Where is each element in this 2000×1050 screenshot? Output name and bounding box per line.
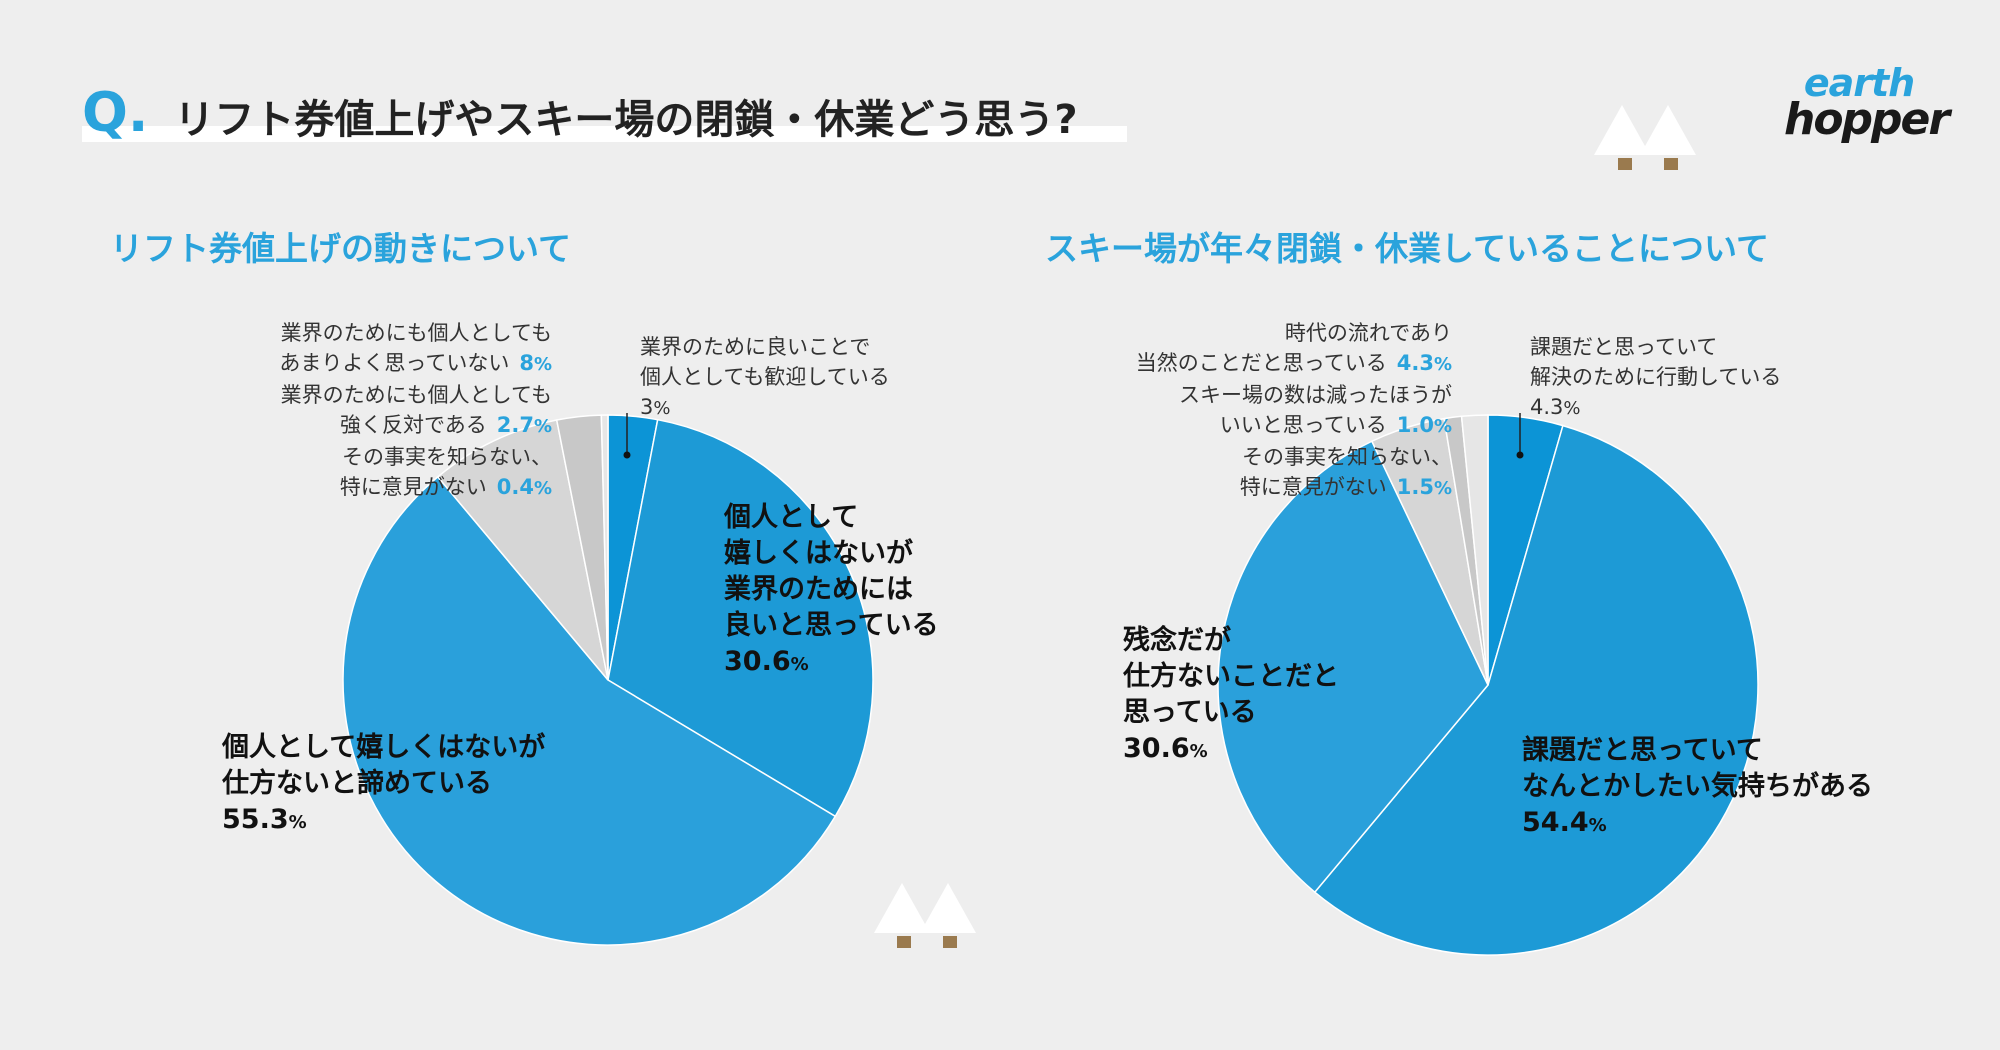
chart1-label-s5: その事実を知らない、 特に意見がない 0.4%	[339, 445, 552, 499]
chart2-label-s5: その事実を知らない、 特に意見がない 1.5%	[1239, 445, 1452, 499]
chart2-slice-2	[1217, 440, 1489, 894]
earth-hopper-logo: earth hopper	[1784, 61, 1950, 146]
chart1-leader-dot	[623, 451, 631, 459]
tree-icon	[874, 883, 976, 948]
chart1-label-s1: 個人として 嬉しくはないが 業界のためには 良いと思っている 30.6%	[724, 502, 939, 677]
q-mark: Q.	[82, 81, 149, 144]
chart2-title: スキー場が年々閉鎖・休業していることについて	[1045, 229, 1770, 268]
chart2-label-s0: 課題だと思っていて 解決のために行動している 4.3%	[1530, 335, 1782, 419]
page-title: リフト券値上げやスキー場の閉鎖・休業どう思う?	[174, 97, 1078, 143]
chart2-label-s2: 残念だが 仕方ないことだと 思っている 30.6%	[1123, 625, 1339, 764]
chart2-label-s1: 課題だと思っていて なんとかしたい気持ちがある 54.4%	[1522, 735, 1873, 838]
chart2-label-s4: スキー場の数は減ったほうが いいと思っている 1.0%	[1179, 383, 1452, 437]
chart1-slice-3	[436, 419, 609, 681]
chart1-label-s2: 個人として嬉しくはないが 仕方ないと諦めている 55.3%	[222, 732, 546, 835]
chart1-label-s0: 業界のために良いことで 個人としても歓迎している 3%	[640, 335, 890, 419]
chart1-label-s3: 業界のためにも個人としても あまりよく思っていない 8%	[279, 321, 552, 375]
chart2-label-s3: 時代の流れであり 当然のことだと思っている 4.3%	[1135, 321, 1452, 375]
chart2-slice-5	[1460, 414, 1489, 686]
chart1-slice-2	[342, 475, 837, 946]
chart1-slice-5	[600, 414, 609, 681]
chart2-slice-1	[1313, 424, 1759, 956]
tree-icon	[1594, 105, 1696, 170]
question-header: Q. リフト券値上げやスキー場の閉鎖・休業どう思う?	[82, 81, 1078, 144]
chart1-slice-1	[607, 418, 874, 818]
chart1-title: リフト券値上げの動きについて	[110, 229, 572, 268]
chart2-leader-dot	[1516, 451, 1524, 459]
chart1-label-s4: 業界のためにも個人としても 強く反対である 2.7%	[280, 383, 552, 437]
